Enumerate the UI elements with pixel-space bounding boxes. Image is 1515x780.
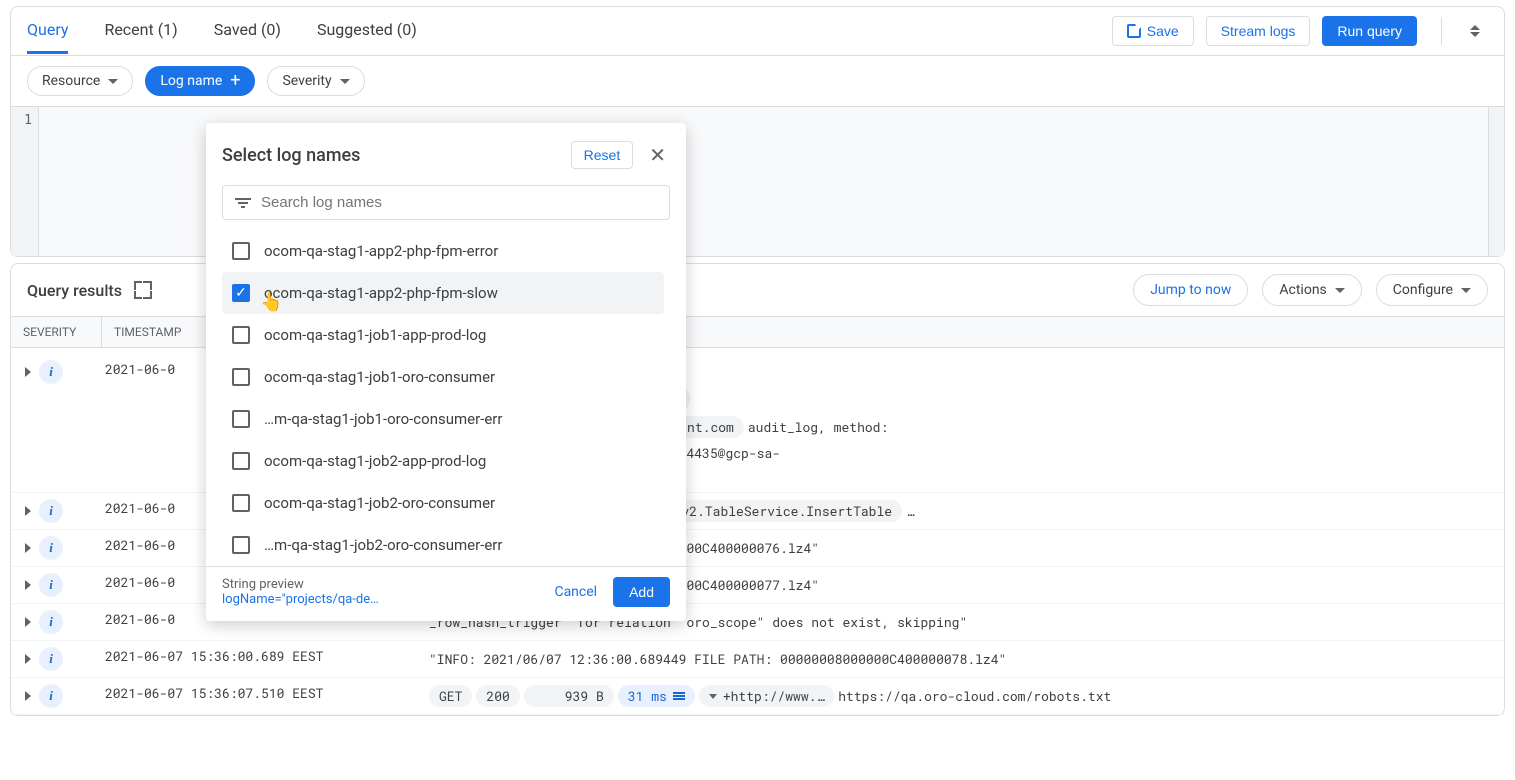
latency-tag: 31 ms — [618, 685, 695, 707]
option-label: …m-qa-stag1-job1-oro-consumer-err — [264, 410, 502, 428]
expand-icon[interactable] — [25, 506, 31, 516]
log-row[interactable]: i 2021-06-07 15:36:07.510 EEST GET 200 9… — [11, 678, 1504, 715]
search-input-wrap[interactable] — [222, 185, 670, 220]
log-name-chip[interactable]: Log name + — [145, 66, 255, 96]
expand-icon[interactable] — [25, 580, 31, 590]
severity-chip[interactable]: Severity — [267, 66, 364, 96]
timestamp: 2021-06-07 15:36:07.510 EEST — [101, 678, 421, 714]
expand-icon[interactable] — [25, 691, 31, 701]
search-input[interactable] — [261, 194, 657, 211]
http-status-tag: 200 — [476, 685, 519, 707]
close-icon[interactable]: ✕ — [645, 139, 670, 171]
stream-logs-button[interactable]: Stream logs — [1206, 16, 1311, 46]
option-label: ocom-qa-stag1-app2-php-fpm-slow — [264, 284, 498, 302]
option-label: ocom-qa-stag1-job1-app-prod-log — [264, 326, 486, 344]
option-label: ocom-qa-stag1-job1-oro-consumer — [264, 368, 495, 386]
url-full: https://qa.oro-cloud.com/robots.txt — [838, 687, 1111, 705]
checkbox[interactable]: ✓ — [232, 284, 250, 302]
expand-icon[interactable] — [25, 543, 31, 553]
chevron-down-icon — [108, 79, 118, 84]
size-tag: 939 B — [524, 685, 614, 707]
log-name-option[interactable]: ocom-qa-stag1-job2-app-prod-log — [222, 440, 664, 482]
severity-info-icon: i — [39, 647, 63, 671]
option-label: ocom-qa-stag1-app2-php-fpm-error — [264, 242, 498, 260]
timestamp: 2021-06-07 15:36:00.689 EEST — [101, 641, 421, 677]
summary-text: … — [906, 502, 914, 520]
log-name-option[interactable]: …m-qa-stag1-job2-oro-consumer-err — [222, 524, 664, 566]
severity-info-icon: i — [39, 684, 63, 708]
expand-icon[interactable] — [25, 654, 31, 664]
checkbox[interactable] — [232, 536, 250, 554]
http-method-tag: GET — [429, 685, 472, 707]
log-row[interactable]: i 2021-06-07 15:36:00.689 EEST "INFO: 20… — [11, 641, 1504, 678]
bars-icon — [673, 692, 685, 700]
log-name-option[interactable]: ocom-qa-stag1-job2-oro-consumer — [222, 482, 664, 524]
log-name-option[interactable]: ✓ ocom-qa-stag1-app2-php-fpm-slow 👆 — [222, 272, 664, 314]
checkbox[interactable] — [232, 242, 250, 260]
cancel-button[interactable]: Cancel — [554, 584, 597, 600]
url-short-tag: +http://www.… — [699, 685, 834, 707]
divider — [1441, 17, 1442, 45]
expand-toggle[interactable] — [1462, 19, 1488, 43]
filter-icon — [235, 198, 251, 208]
add-button[interactable]: Add — [613, 577, 670, 607]
tab-saved[interactable]: Saved (0) — [214, 8, 281, 54]
expand-icon[interactable] — [25, 617, 31, 627]
checkbox[interactable] — [232, 326, 250, 344]
tab-query[interactable]: Query — [27, 8, 68, 54]
option-label: …m-qa-stag1-job2-oro-consumer-err — [264, 536, 502, 554]
query-tabs: Query Recent (1) Saved (0) Suggested (0) — [27, 8, 417, 54]
severity-info-icon: i — [39, 360, 63, 384]
results-title: Query results — [27, 281, 122, 300]
severity-info-icon: i — [39, 499, 63, 523]
col-severity: SEVERITY — [11, 317, 101, 347]
severity-info-icon: i — [39, 610, 63, 634]
log-name-option[interactable]: ocom-qa-stag1-job1-app-prod-log — [222, 314, 664, 356]
severity-info-icon: i — [39, 536, 63, 560]
tab-suggested[interactable]: Suggested (0) — [317, 8, 417, 54]
checkbox[interactable] — [232, 410, 250, 428]
resource-chip[interactable]: Resource — [27, 66, 133, 96]
tab-recent[interactable]: Recent (1) — [104, 8, 177, 54]
save-icon — [1127, 24, 1141, 38]
checkbox[interactable] — [232, 368, 250, 386]
chevron-down-icon — [1470, 32, 1480, 37]
run-query-button[interactable]: Run query — [1322, 16, 1417, 46]
string-preview: String preview logName="projects/qa-de… — [222, 577, 379, 607]
chevron-down-icon — [1461, 288, 1471, 293]
save-button[interactable]: Save — [1112, 16, 1194, 46]
option-label: ocom-qa-stag1-job2-app-prod-log — [264, 452, 486, 470]
jump-to-now-button[interactable]: Jump to now — [1133, 274, 1248, 306]
log-name-option[interactable]: …m-qa-stag1-job1-oro-consumer-err — [222, 398, 664, 440]
expand-icon[interactable] — [25, 367, 31, 377]
option-list[interactable]: ocom-qa-stag1-app2-php-fpm-error ✓ ocom-… — [206, 230, 686, 566]
chevron-down-icon — [340, 79, 350, 84]
summary-text: audit_log, method: — [748, 418, 888, 436]
actions-button[interactable]: Actions — [1262, 274, 1361, 306]
log-name-option[interactable]: ocom-qa-stag1-app2-php-fpm-error — [222, 230, 664, 272]
fullscreen-icon[interactable] — [134, 281, 152, 299]
plus-icon: + — [230, 74, 240, 88]
configure-button[interactable]: Configure — [1376, 274, 1488, 306]
checkbox[interactable] — [232, 452, 250, 470]
log-name-popover: Select log names Reset ✕ ocom-qa-stag1-a… — [206, 123, 686, 621]
chevron-down-icon — [1335, 288, 1345, 293]
editor-gutter: 1 — [11, 107, 39, 256]
reset-button[interactable]: Reset — [571, 141, 634, 169]
summary-text: "INFO: 2021/06/07 12:36:00.689449 FILE P… — [421, 641, 1504, 677]
chevron-up-icon — [1470, 25, 1480, 30]
severity-info-icon: i — [39, 573, 63, 597]
scrollbar[interactable] — [1488, 107, 1504, 256]
log-name-option[interactable]: ocom-qa-stag1-job1-oro-consumer — [222, 356, 664, 398]
popover-title: Select log names — [222, 145, 360, 166]
checkbox[interactable] — [232, 494, 250, 512]
option-label: ocom-qa-stag1-job2-oro-consumer — [264, 494, 495, 512]
